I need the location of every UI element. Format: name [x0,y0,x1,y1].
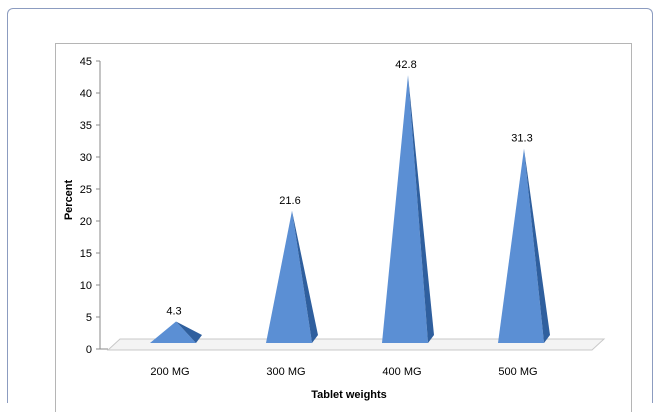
y-tick-label: 10 [80,280,92,292]
data-label: 21.6 [279,195,300,207]
chart-area [55,43,632,412]
x-tick-label: 400 MG [382,366,421,378]
bar-500-mg: 31.3 [498,133,550,343]
bar-side-face [408,75,434,343]
y-tick-label: 25 [80,184,92,196]
bar-side-face [176,321,202,343]
y-tick-label: 45 [80,56,92,68]
x-axis-title: Tablet weights [311,389,387,401]
bar-front-face [498,148,544,343]
floor-plane [106,338,606,351]
y-tick-label: 40 [80,88,92,100]
bar-side-face [524,148,550,343]
chart-floor [100,338,606,351]
x-tick-label: 200 MG [150,366,189,378]
y-tick-label: 35 [80,120,92,132]
data-label: 31.3 [511,133,532,145]
bar-400-mg: 42.8 [382,59,434,343]
y-tick-label: 0 [86,344,92,356]
x-axis: 200 MG 300 MG 400 MG 500 MG [150,366,537,378]
pyramid-bar-chart: 0 5 10 15 20 25 30 35 40 45 4.3 21.6 42.8 31.3 200 M… [63,56,606,401]
y-tick-label: 5 [86,312,92,324]
bars: 4.3 21.6 42.8 31.3 [150,59,550,343]
data-label: 42.8 [395,59,416,71]
data-label: 4.3 [166,305,181,317]
y-axis-title: Percent [63,179,75,220]
bar-side-face [292,210,318,343]
y-tick-label: 20 [80,216,92,228]
bar-front-face [382,75,428,343]
bar-300-mg: 21.6 [266,195,318,343]
bar-front-face [150,321,196,343]
y-tick-label: 15 [80,248,92,260]
bar-200-mg: 4.3 [150,305,202,343]
x-tick-label: 300 MG [266,366,305,378]
y-tick-label: 30 [80,152,92,164]
y-axis: 0 5 10 15 20 25 30 35 40 45 [80,56,101,356]
bar-front-face [266,210,312,343]
x-tick-label: 500 MG [498,366,537,378]
